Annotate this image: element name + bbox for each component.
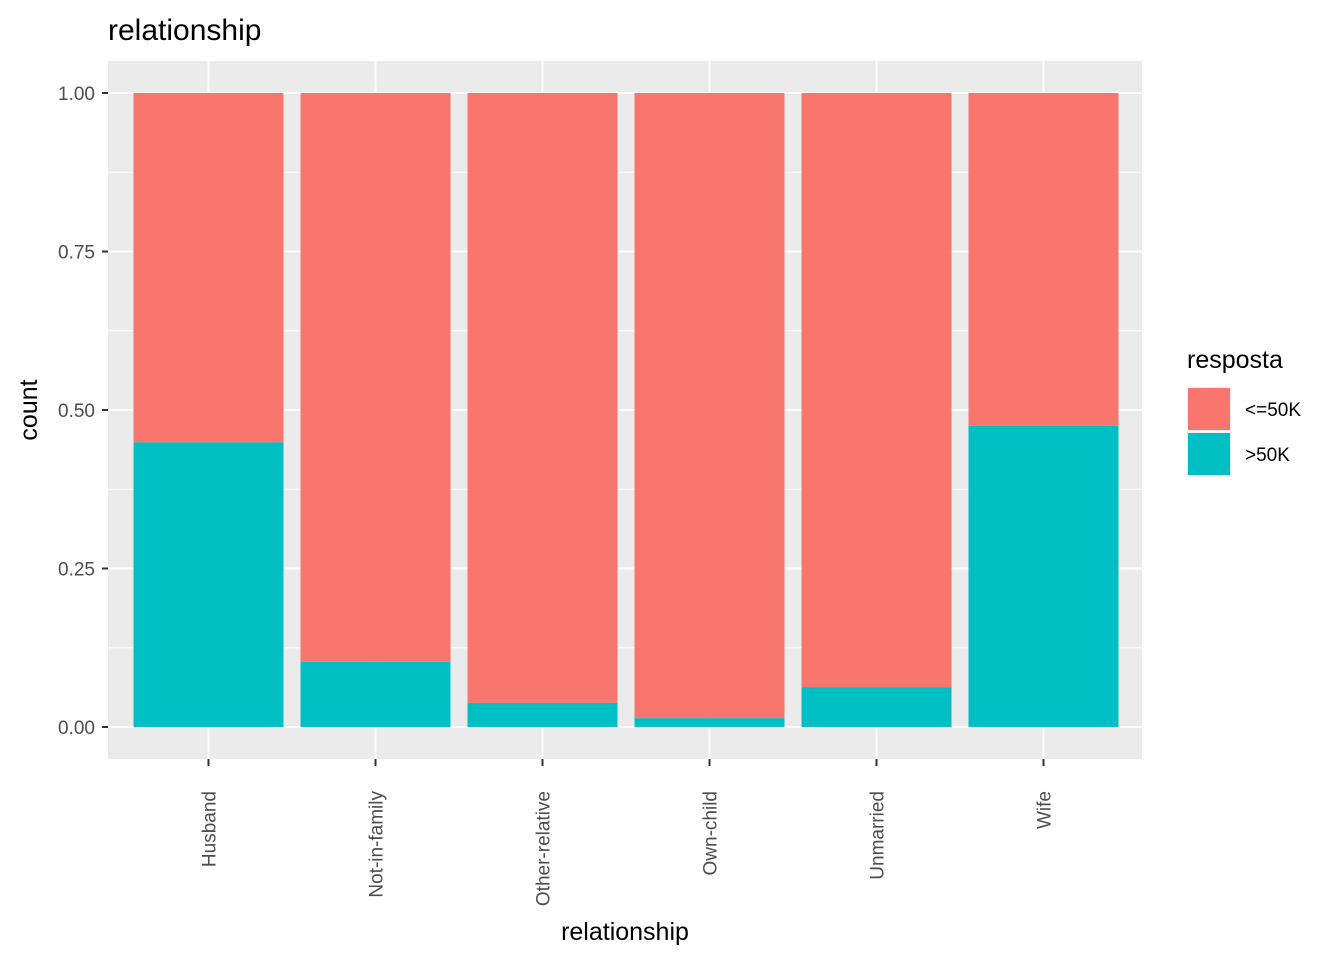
bar-segment bbox=[634, 718, 785, 727]
x-tick-label: Wife bbox=[1035, 791, 1056, 829]
legend-swatch bbox=[1188, 388, 1230, 430]
x-tick-label: Not-in-family bbox=[367, 791, 388, 898]
y-tick-label: 0.50 bbox=[58, 401, 95, 422]
bar-segment bbox=[133, 442, 284, 727]
y-tick-label: 1.00 bbox=[58, 84, 95, 105]
bar-segment bbox=[968, 93, 1119, 426]
bar-segment bbox=[801, 687, 952, 727]
x-tick-label: Unmarried bbox=[868, 791, 889, 880]
bar-segment bbox=[968, 425, 1119, 727]
bar-segment bbox=[133, 93, 284, 443]
x-tick-label: Husband bbox=[200, 791, 221, 867]
x-tick-label: Own-child bbox=[701, 791, 722, 875]
y-axis: 0.00 0.25 0.50 0.75 1.00 bbox=[58, 84, 108, 739]
y-tick-label: 0.25 bbox=[58, 560, 95, 581]
legend-label: >50K bbox=[1245, 445, 1290, 466]
bar-segment bbox=[801, 93, 952, 688]
bar-segment bbox=[467, 702, 618, 727]
legend-items: <=50K >50K bbox=[1187, 387, 1301, 476]
y-tick-label: 0.00 bbox=[58, 718, 95, 739]
y-tick-label: 0.75 bbox=[58, 243, 95, 264]
bar-segment bbox=[634, 93, 785, 719]
bar-segment bbox=[300, 93, 451, 662]
x-tick-label: Other-relative bbox=[534, 791, 555, 906]
legend: resposta <=50K >50K bbox=[1187, 346, 1301, 476]
legend-title: resposta bbox=[1187, 346, 1283, 374]
bar-segment bbox=[467, 93, 618, 703]
bars bbox=[133, 93, 1119, 727]
legend-swatch bbox=[1188, 433, 1230, 475]
bar-segment bbox=[300, 661, 451, 727]
x-axis: Husband Not-in-family Other-relative Own-ch… bbox=[200, 759, 1056, 906]
y-axis-title: count bbox=[15, 379, 43, 440]
legend-label: <=50K bbox=[1245, 400, 1301, 421]
x-axis-title: relationship bbox=[561, 918, 689, 946]
chart-title: relationship bbox=[108, 14, 261, 47]
